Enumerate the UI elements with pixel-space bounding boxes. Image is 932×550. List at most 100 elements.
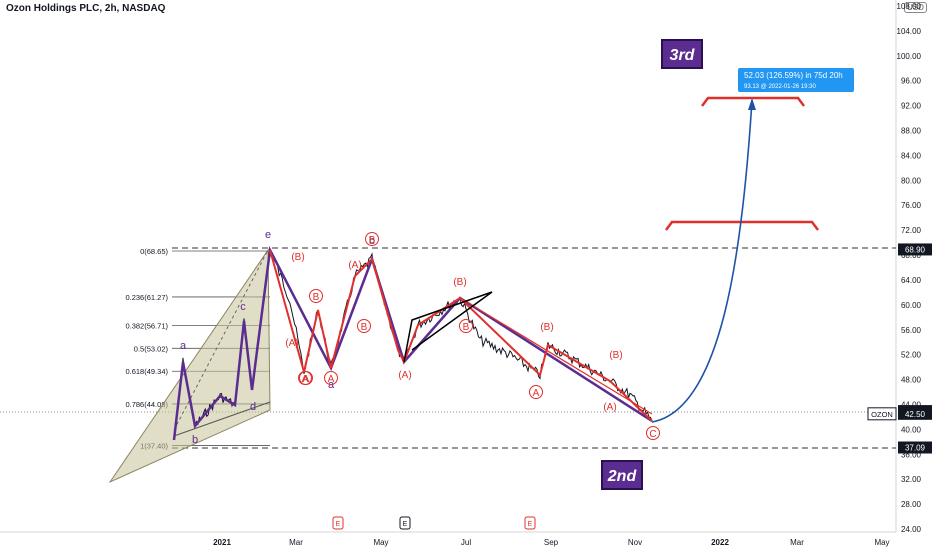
price-tag-label: 37.09 [905,443,926,452]
earnings-event-box [524,516,536,530]
fib-level-label: 0.382(56.71) [125,321,168,330]
y-tick-label: 24.00 [901,525,922,534]
target-zone-lower [665,220,819,231]
purple-wave-label: e [265,229,271,241]
red-wave-label: B [313,292,320,303]
badge-3rd-box [661,39,703,69]
red-wave-label: B [463,322,470,333]
red-wave-label: (A) [285,338,298,349]
y-tick-label: 100.00 [897,52,922,61]
earnings-event-marker: E [403,521,408,528]
x-tick-label: Jul [461,538,471,547]
fib-level-label: 0.618(49.34) [125,367,168,376]
red-wave-label: A [328,374,335,385]
red-wave-line [269,249,653,422]
purple-wave-label: a [180,340,187,352]
triangle-pattern [108,248,271,484]
y-tick-label: 32.00 [901,475,922,484]
red-wave-label: (B) [453,277,466,288]
badge-2nd-box [601,460,643,490]
y-tick-label: 56.00 [901,326,922,335]
badge-3rd: 3rd [670,47,696,64]
projection-curve [651,99,753,423]
red-wave-label-circle [459,319,473,333]
red-wave-label: A [302,374,309,385]
target-tooltip-box [738,68,854,92]
red-wave-label-circle [357,319,371,333]
red-wave-label: A [533,388,540,399]
x-tick-label: Sep [544,538,559,547]
x-tick-label: May [373,538,388,547]
fib-level-label: 0.5(53.02) [134,344,169,353]
symbol-tag-box [867,407,897,421]
red-wave-label: B [369,235,376,246]
target-tooltip-line2: 93.13 @ 2022-01-26 19:30 [744,84,816,90]
price-tag-label: 68.90 [905,245,926,254]
purple-wave-label: b [369,235,375,247]
y-tick-label: 104.00 [897,27,922,36]
red-wave-label: (B) [540,322,553,333]
fib-level-label: 0.786(44.09) [125,400,168,409]
y-tick-label: 88.00 [901,127,922,136]
red-wave-label-circle [529,385,543,399]
fib-level-label: 0(68.65) [140,247,168,256]
fib-level-label: 0.236(61.27) [125,293,168,302]
x-tick-label: Nov [628,538,642,547]
red-wave-label: C [649,429,656,440]
currency-badge[interactable]: USD [904,2,927,13]
red-wave-label: (A) [348,260,361,271]
y-tick-label: 44.00 [901,400,922,409]
x-tick-label: Mar [289,538,303,547]
x-tick-label: May [874,538,889,547]
red-wave-label: B [361,322,368,333]
purple-wave-label: d [250,401,256,413]
chart-title: Ozon Holdings PLC, 2h, NASDAQ [6,3,166,14]
red-wave-label-circle [309,289,323,303]
triangle-upper-dashed [173,249,269,431]
earnings-event-marker: E [528,521,533,528]
y-tick-label: 92.00 [901,102,922,111]
red-wave-label: (B) [291,252,304,263]
y-tick-label: 60.00 [901,301,922,310]
y-tick-label: 72.00 [901,226,922,235]
x-tick-label: 2021 [213,538,231,547]
target-zone-upper [701,96,805,107]
black-wedge [403,291,493,363]
earnings-event-box [332,516,344,530]
purple-wave-label: c [240,301,246,313]
y-tick-label: 108.00 [897,2,922,11]
y-tick-label: 64.00 [901,276,922,285]
y-tick-label: 28.00 [901,500,922,509]
purple-wave-label: a [328,379,335,391]
red-wave-label-circle [365,232,379,246]
y-tick-label: 84.00 [901,151,922,160]
y-tick-label: 68.00 [901,251,922,260]
x-tick-label: 2022 [711,538,729,547]
y-tick-label: 36.00 [901,450,922,459]
y-tick-label: 76.00 [901,201,922,210]
badge-2nd: 2nd [607,468,638,485]
red-wave-label-circle [298,371,312,385]
red-wave-label: (B) [609,350,622,361]
red-wave-label: A [303,374,310,385]
red-wave-label-circle [646,426,660,440]
y-tick-label: 40.00 [901,425,922,434]
symbol-tag-label: OZON [871,410,893,419]
triangle-lower-boundary [173,401,271,437]
projection-arrowhead [748,98,756,110]
red-wave-label: (A) [603,402,616,413]
price-tag-box [898,243,932,256]
price-tag-box [898,407,932,420]
target-tooltip-line1: 52.03 (126.59%) in 75d 20h [744,71,843,80]
y-tick-label: 96.00 [901,77,922,86]
y-tick-label: 52.00 [901,351,922,360]
earnings-event-box [399,516,411,530]
red-wave-label: (A) [398,370,411,381]
price-tag-label: 42.50 [905,410,926,419]
red-wave-label-circle [324,371,338,385]
red-wave-line-2 [459,297,653,415]
x-tick-label: Mar [790,538,804,547]
purple-wave-label: b [192,434,198,446]
y-tick-label: 80.00 [901,176,922,185]
